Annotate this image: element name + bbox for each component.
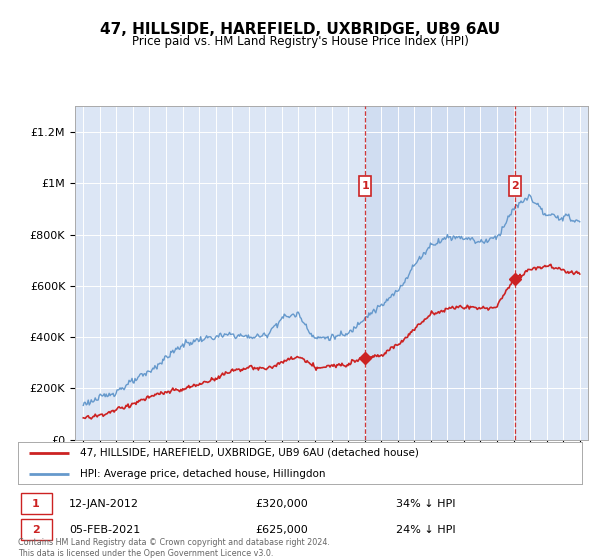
Text: £320,000: £320,000 (255, 498, 308, 508)
Text: Price paid vs. HM Land Registry's House Price Index (HPI): Price paid vs. HM Land Registry's House … (131, 35, 469, 48)
Text: 47, HILLSIDE, HAREFIELD, UXBRIDGE, UB9 6AU (detached house): 47, HILLSIDE, HAREFIELD, UXBRIDGE, UB9 6… (80, 448, 419, 458)
Text: 12-JAN-2012: 12-JAN-2012 (69, 498, 139, 508)
Text: 34% ↓ HPI: 34% ↓ HPI (396, 498, 455, 508)
Text: HPI: Average price, detached house, Hillingdon: HPI: Average price, detached house, Hill… (80, 469, 326, 479)
FancyBboxPatch shape (21, 493, 52, 514)
Text: 2: 2 (511, 181, 519, 191)
Bar (365, 106, 515, 440)
Text: 05-FEB-2021: 05-FEB-2021 (69, 525, 140, 535)
FancyBboxPatch shape (359, 176, 371, 196)
Text: 1: 1 (361, 181, 369, 191)
Text: £625,000: £625,000 (255, 525, 308, 535)
FancyBboxPatch shape (509, 176, 521, 196)
FancyBboxPatch shape (21, 519, 52, 540)
Text: 47, HILLSIDE, HAREFIELD, UXBRIDGE, UB9 6AU: 47, HILLSIDE, HAREFIELD, UXBRIDGE, UB9 6… (100, 22, 500, 38)
Text: 1: 1 (32, 498, 40, 508)
Text: 24% ↓ HPI: 24% ↓ HPI (396, 525, 455, 535)
Text: Contains HM Land Registry data © Crown copyright and database right 2024.
This d: Contains HM Land Registry data © Crown c… (18, 538, 330, 558)
Text: 2: 2 (32, 525, 40, 535)
